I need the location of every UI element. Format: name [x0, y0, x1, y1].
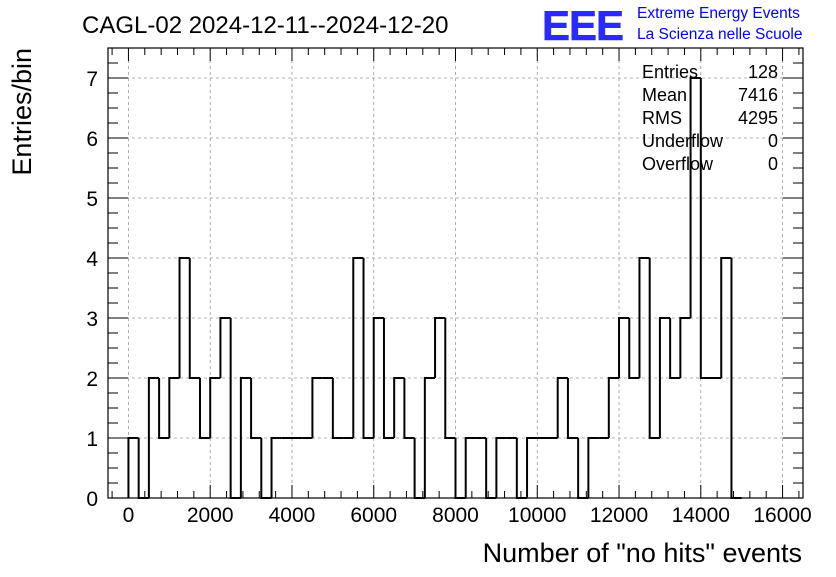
histogram-bin	[260, 438, 272, 499]
y-tick-label: 0	[86, 488, 98, 511]
histogram-bin	[628, 318, 640, 379]
histogram-bin	[648, 258, 660, 439]
stats-label: Mean	[642, 85, 687, 105]
histogram-bin	[526, 437, 538, 498]
histogram-bin	[239, 377, 252, 498]
histogram-bin	[730, 258, 742, 499]
x-tick-label: 2000	[187, 504, 234, 527]
histogram-bin	[311, 377, 323, 438]
histogram-bin	[699, 78, 712, 379]
histogram-bin	[382, 318, 395, 439]
grid-layer	[108, 48, 803, 498]
stats-value: 0	[768, 131, 778, 151]
histogram-bin	[127, 437, 139, 498]
histogram-bin	[168, 377, 180, 438]
x-tick-label: 14000	[672, 504, 730, 527]
y-axis-label: Entries/bin	[7, 48, 37, 176]
histogram-bin	[209, 377, 221, 438]
histogram-bin	[577, 438, 589, 499]
y-tick-label: 7	[86, 68, 98, 91]
stats-label: Overflow	[642, 154, 714, 174]
histogram-bin	[270, 437, 282, 498]
histogram-bin	[607, 377, 620, 438]
histogram-bin	[556, 377, 568, 438]
histogram-bin	[219, 317, 231, 378]
chart-title: CAGL-02 2024-12-11--2024-12-20	[82, 12, 448, 39]
stats-value: 0	[768, 154, 778, 174]
histogram-bin	[331, 378, 344, 439]
y-tick-label: 2	[86, 368, 98, 391]
y-tick-label: 1	[86, 428, 98, 451]
histogram-bin	[495, 437, 507, 498]
histogram-bin	[658, 317, 671, 438]
histogram-bin	[444, 318, 456, 439]
histogram-bin	[679, 317, 691, 378]
histogram-bin	[669, 318, 681, 379]
y-tick-label: 3	[86, 308, 98, 331]
y-tick-label: 5	[86, 188, 98, 211]
stats-box: Entries 128 Mean 7416 RMS 4295 Underflow 0 Overf…	[642, 62, 778, 174]
histogram-bin	[618, 317, 630, 378]
logo-line-1: Extreme Energy Events	[637, 5, 800, 22]
x-tick-label: 0	[123, 504, 135, 527]
stats-label: Entries	[642, 62, 698, 82]
logo-text: EEE	[542, 2, 623, 49]
histogram-bin	[178, 257, 190, 378]
histogram-bin	[485, 438, 497, 499]
histogram-bin	[587, 437, 599, 498]
x-tick-label: 16000	[753, 504, 811, 527]
histogram-bin	[423, 377, 436, 498]
histogram-bin	[188, 258, 200, 379]
histogram-bin	[352, 257, 364, 438]
histogram-bin	[638, 257, 650, 378]
x-tick-label: 8000	[432, 504, 479, 527]
histogram-bin	[403, 378, 415, 439]
eee-logo: EEE Extreme Energy Events La Scienza nel…	[542, 2, 803, 50]
x-tick-label: 6000	[350, 504, 397, 527]
histogram-bin	[434, 317, 446, 378]
histogram-bin	[393, 377, 405, 438]
stats-label: Underflow	[642, 131, 724, 151]
histogram-layer	[127, 77, 742, 499]
histogram-bin	[229, 318, 241, 499]
histogram-bin	[413, 438, 425, 499]
stats-value: 128	[748, 62, 778, 82]
histogram-bin	[720, 257, 732, 378]
x-axis-label: Number of "no hits" events	[483, 538, 802, 568]
stats-value: 4295	[738, 108, 778, 128]
tick-layer: 0 2000 4000 6000 8000 10000 12000 14000 16000012…	[86, 48, 812, 527]
y-tick-label: 6	[86, 128, 98, 151]
histogram-bin	[250, 378, 262, 439]
y-tick-label: 4	[86, 248, 98, 271]
logo-line-2: La Scienza nelle Scuole	[637, 26, 802, 43]
histogram-bin	[158, 378, 170, 439]
histogram-bin	[198, 378, 211, 439]
histogram-bin	[137, 438, 149, 499]
histogram-bin	[464, 437, 476, 498]
histogram-bin	[147, 377, 160, 498]
histogram-bin	[515, 438, 528, 499]
histogram-bin	[566, 378, 579, 439]
x-tick-label: 10000	[508, 504, 566, 527]
stats-label: RMS	[642, 108, 682, 128]
histogram-bin	[362, 258, 374, 439]
x-tick-label: 4000	[269, 504, 316, 527]
stats-value: 7416	[738, 85, 778, 105]
histogram-bin	[689, 77, 701, 318]
histogram-bin	[372, 317, 384, 438]
x-tick-label: 12000	[590, 504, 648, 527]
